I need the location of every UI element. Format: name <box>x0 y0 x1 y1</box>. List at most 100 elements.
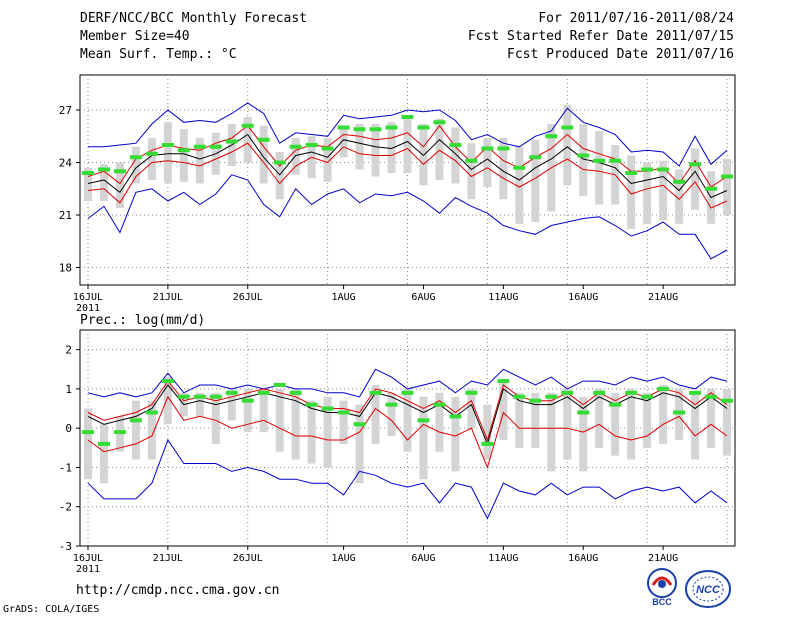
forecast-marker <box>417 418 430 423</box>
spread-box <box>515 146 524 224</box>
temperature-variable-label: Mean Surf. Temp.: °C <box>80 47 237 62</box>
x-tick-label: 6AUG <box>411 553 435 564</box>
forecast-marker <box>529 398 542 403</box>
spread-box <box>115 162 124 208</box>
forecast-marker <box>609 402 622 407</box>
spread-box <box>563 388 572 460</box>
forecast-marker <box>225 139 238 144</box>
forecast-marker <box>273 160 286 165</box>
spread-box <box>371 384 380 444</box>
y-tick-label: 1 <box>65 383 72 396</box>
forecast-marker <box>113 169 126 174</box>
ensemble-min-line <box>87 438 728 520</box>
forecast-marker <box>497 146 510 151</box>
bcc-logo-core <box>658 580 666 588</box>
spread-box <box>435 118 444 180</box>
spread-box <box>403 388 412 452</box>
forecast-marker <box>161 379 174 384</box>
x-tick-label: 1AUG <box>332 292 356 303</box>
forecast-marker <box>625 171 638 175</box>
forecast-marker <box>577 410 590 415</box>
spread-box <box>499 381 508 440</box>
forecast-marker <box>193 394 206 399</box>
y-tick-label: 24 <box>59 157 73 170</box>
y-tick-label: 0 <box>65 422 72 435</box>
spread-box <box>355 124 364 170</box>
y-tick-label: -3 <box>59 540 72 553</box>
forecast-marker <box>177 394 190 399</box>
x-tick-label: 21JUL <box>153 292 183 303</box>
spread-box <box>147 400 156 460</box>
spread-box <box>627 155 636 229</box>
spread-box <box>403 115 412 173</box>
forecast-marker <box>513 165 526 170</box>
forecast-marker <box>705 186 718 191</box>
forecast-marker <box>609 158 622 163</box>
bcc-logo: BCC <box>647 568 677 607</box>
spread-box <box>179 129 188 182</box>
spread-box <box>131 400 140 460</box>
y-tick-label: 2 <box>65 344 72 357</box>
spread-box <box>323 396 332 468</box>
upper-spread-line <box>87 124 728 188</box>
forecast-marker <box>657 386 670 391</box>
spread-box <box>387 392 396 437</box>
bcc-logo-text: BCC <box>652 597 672 607</box>
lower-spread-line <box>87 142 728 209</box>
bcc-logo-arc <box>651 576 673 586</box>
forecast-marker <box>257 137 270 142</box>
forecast-marker <box>593 390 606 395</box>
spread-box <box>291 388 300 460</box>
spread-box <box>99 424 108 484</box>
y-tick-label: 18 <box>59 262 72 275</box>
forecast-marker <box>465 158 478 163</box>
forecast-marker <box>593 158 606 163</box>
x-tick-label: 26JUL <box>233 292 263 303</box>
forecast-marker <box>721 398 734 403</box>
forecast-marker <box>161 143 174 147</box>
forecast-marker <box>449 143 462 147</box>
forecast-marker <box>577 153 590 158</box>
spread-box <box>579 396 588 472</box>
ncc-logo: NCC <box>685 570 731 608</box>
forecast-marker <box>369 127 382 132</box>
forecast-marker <box>145 410 158 415</box>
forecast-started-label: Fcst Started Refer Date 2011/07/15 <box>467 29 734 44</box>
x-tick-label: 21JUL <box>153 553 183 564</box>
x-tick-label: 1AUG <box>332 553 356 564</box>
spread-box <box>595 388 604 448</box>
spread-box <box>723 159 732 215</box>
spread-box <box>531 139 540 222</box>
forecast-marker <box>385 125 398 130</box>
forecast-marker <box>129 418 142 423</box>
forecast-marker <box>337 410 350 415</box>
spread-box <box>211 392 220 444</box>
spread-box <box>483 404 492 460</box>
spread-box <box>659 384 668 444</box>
forecast-marker <box>561 125 574 130</box>
forecast-marker <box>129 155 142 160</box>
chart-title: DERF/NCC/BCC Monthly Forecast <box>80 11 307 26</box>
ensemble-mean-line <box>87 133 728 199</box>
forecast-marker <box>641 167 654 172</box>
ncc-logo-text: NCC <box>696 584 721 596</box>
spread-box <box>659 160 668 221</box>
spread-box <box>355 404 364 484</box>
spread-box <box>691 392 700 460</box>
forecast-marker <box>417 125 430 130</box>
y-tick-label: -2 <box>59 501 72 514</box>
forecast-marker <box>113 430 126 435</box>
spread-box <box>435 392 444 452</box>
forecast-marker <box>721 174 734 179</box>
x-tick-label: 6AUG <box>411 292 435 303</box>
spread-box <box>243 117 252 163</box>
x-tick-label: 16AUG <box>568 553 598 564</box>
forecast-marker <box>257 390 270 395</box>
forecast-marker <box>305 402 318 407</box>
spread-box <box>259 388 268 433</box>
x-tick-label: 11AUG <box>488 292 518 303</box>
spread-box <box>339 400 348 444</box>
forecast-marker <box>177 148 190 153</box>
spread-box <box>707 388 716 448</box>
